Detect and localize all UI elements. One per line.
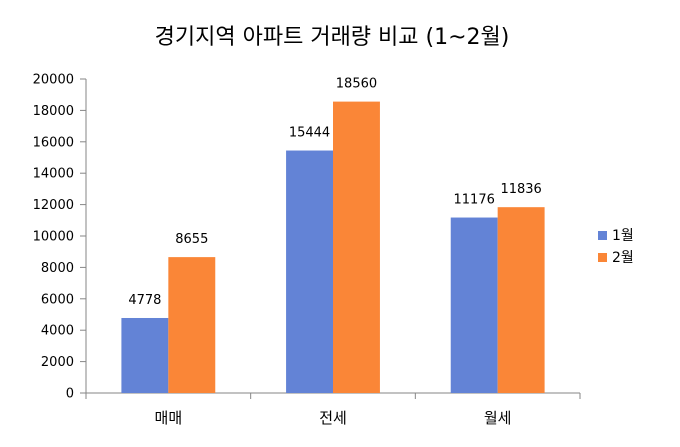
bar xyxy=(450,217,498,393)
x-tick-label: 전세 xyxy=(319,409,347,427)
y-tick-label: 16000 xyxy=(33,135,74,150)
data-label: 11836 xyxy=(500,182,541,197)
bar-series xyxy=(121,101,545,393)
y-tick-label: 10000 xyxy=(33,230,74,245)
bar xyxy=(121,317,169,393)
legend-swatch xyxy=(598,231,607,240)
y-axis: 0 2000 4000 6000 8000 10000 12000 14000 16000 180… xyxy=(33,73,87,402)
y-tick-label: 8000 xyxy=(41,261,74,276)
data-label: 4778 xyxy=(128,293,161,308)
legend-label: 2월 xyxy=(612,250,634,266)
bar xyxy=(497,207,545,393)
y-tick-label: 2000 xyxy=(41,355,74,370)
legend-swatch xyxy=(598,253,607,262)
x-tick-label: 월세 xyxy=(484,409,512,427)
y-tick-label: 0 xyxy=(66,387,74,402)
bar xyxy=(286,150,333,393)
bar xyxy=(168,257,216,393)
data-label: 15444 xyxy=(289,126,330,141)
y-tick-label: 4000 xyxy=(41,324,74,339)
x-tick-label: 매매 xyxy=(155,409,183,427)
legend-label: 1월 xyxy=(612,228,634,244)
y-tick-label: 12000 xyxy=(33,198,74,213)
x-axis: 매매 전세 월세 xyxy=(85,392,581,427)
data-label: 11176 xyxy=(454,193,495,208)
y-tick-label: 14000 xyxy=(33,167,74,182)
y-tick-label: 20000 xyxy=(33,73,74,88)
data-label: 18560 xyxy=(336,77,377,92)
data-labels: 4778 15444 11176 8655 18560 11836 xyxy=(128,77,541,308)
chart-title: 경기지역 아파트 거래량 비교 (1~2월) xyxy=(155,25,510,50)
data-label: 8655 xyxy=(175,232,208,247)
bar xyxy=(333,101,380,393)
y-tick-label: 6000 xyxy=(41,292,74,307)
y-tick-label: 18000 xyxy=(33,104,74,119)
